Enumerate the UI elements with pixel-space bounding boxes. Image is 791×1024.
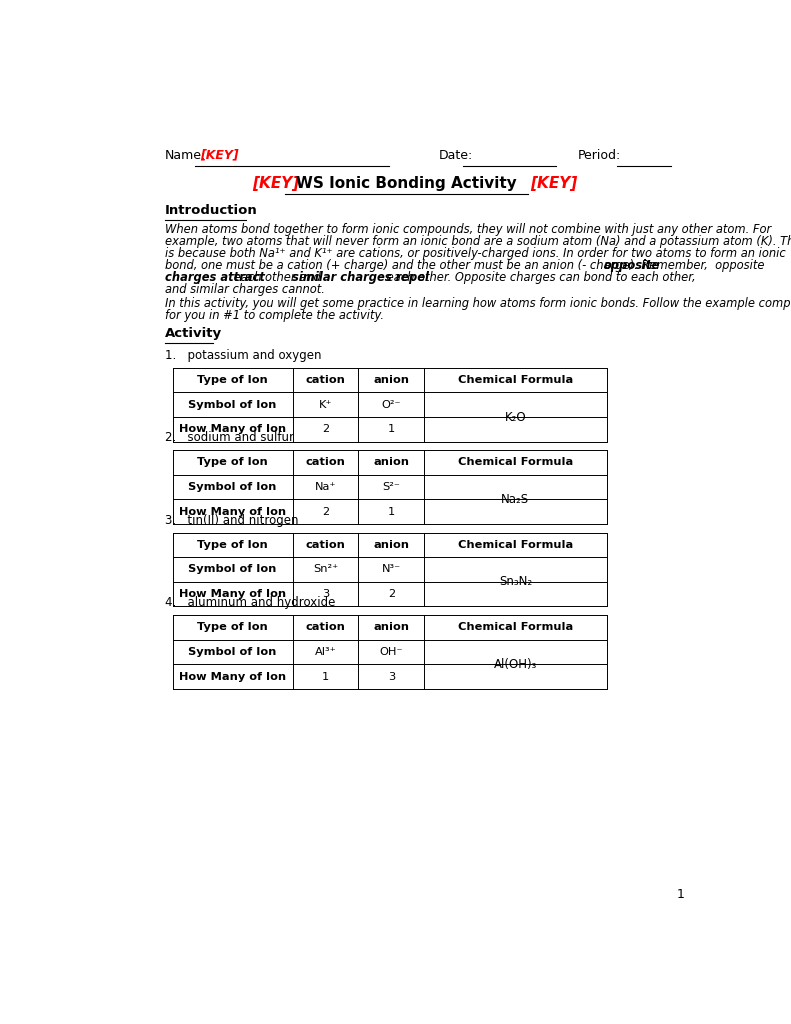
Text: [KEY]: [KEY] <box>530 176 577 191</box>
Text: anion: anion <box>373 458 410 467</box>
Text: 4.   aluminum and hydroxide: 4. aluminum and hydroxide <box>165 596 335 609</box>
Text: 3: 3 <box>322 589 329 599</box>
Text: each other and: each other and <box>230 270 324 284</box>
Text: How Many of Ion: How Many of Ion <box>179 589 286 599</box>
Text: Na₂S: Na₂S <box>501 493 529 506</box>
Text: Symbol of Ion: Symbol of Ion <box>188 564 277 574</box>
Text: 2.   sodium and sulfur: 2. sodium and sulfur <box>165 431 293 444</box>
Text: Symbol of Ion: Symbol of Ion <box>188 482 277 493</box>
Text: 2: 2 <box>322 424 329 434</box>
Text: 3: 3 <box>388 672 395 682</box>
Text: In this activity, you will get some practice in learning how atoms form ionic bo: In this activity, you will get some prac… <box>165 297 791 309</box>
Text: Sn₃N₂: Sn₃N₂ <box>499 575 532 589</box>
Text: Name:: Name: <box>165 148 206 162</box>
Text: O²⁻: O²⁻ <box>382 399 401 410</box>
Text: WS Ionic Bonding Activity: WS Ionic Bonding Activity <box>296 176 517 191</box>
Text: anion: anion <box>373 375 410 385</box>
Text: N³⁻: N³⁻ <box>382 564 401 574</box>
Text: [KEY]: [KEY] <box>200 148 239 162</box>
Text: opposite: opposite <box>604 259 660 271</box>
Text: anion: anion <box>373 623 410 632</box>
Text: Period:: Period: <box>577 148 621 162</box>
Text: OH⁻: OH⁻ <box>380 647 403 656</box>
Text: Symbol of Ion: Symbol of Ion <box>188 647 277 656</box>
Text: charges attract: charges attract <box>165 270 265 284</box>
Text: Chemical Formula: Chemical Formula <box>458 458 573 467</box>
Text: S²⁻: S²⁻ <box>383 482 400 493</box>
Text: Na⁺: Na⁺ <box>315 482 336 493</box>
Text: K⁺: K⁺ <box>319 399 332 410</box>
Text: Al(OH)₃: Al(OH)₃ <box>494 657 537 671</box>
Text: anion: anion <box>373 540 410 550</box>
Text: cation: cation <box>305 623 346 632</box>
Text: 1: 1 <box>676 888 684 901</box>
Text: Chemical Formula: Chemical Formula <box>458 540 573 550</box>
Text: example, two atoms that will never form an ionic bond are a sodium atom (Na) and: example, two atoms that will never form … <box>165 234 791 248</box>
Text: 1: 1 <box>388 424 395 434</box>
Text: and similar charges cannot.: and similar charges cannot. <box>165 283 324 296</box>
Text: Date:: Date: <box>438 148 472 162</box>
Text: for you in #1 to complete the activity.: for you in #1 to complete the activity. <box>165 308 384 322</box>
Text: 2: 2 <box>322 507 329 517</box>
Text: Activity: Activity <box>165 328 221 340</box>
Text: each other. Opposite charges can bond to each other,: each other. Opposite charges can bond to… <box>383 270 695 284</box>
Text: Type of Ion: Type of Ion <box>197 375 268 385</box>
Text: similar charges repel: similar charges repel <box>292 270 429 284</box>
Text: [KEY]: [KEY] <box>252 176 299 191</box>
Text: Type of Ion: Type of Ion <box>197 458 268 467</box>
Text: cation: cation <box>305 540 346 550</box>
Text: 1: 1 <box>388 507 395 517</box>
Text: cation: cation <box>305 375 346 385</box>
Text: Introduction: Introduction <box>165 204 258 217</box>
Text: Chemical Formula: Chemical Formula <box>458 375 573 385</box>
Text: How Many of Ion: How Many of Ion <box>179 424 286 434</box>
Text: K₂O: K₂O <box>505 411 526 424</box>
Text: cation: cation <box>305 458 346 467</box>
Text: is because both Na¹⁺ and K¹⁺ are cations, or positively-charged ions. In order f: is because both Na¹⁺ and K¹⁺ are cations… <box>165 247 785 260</box>
Text: 3.   tin(II) and nitrogen: 3. tin(II) and nitrogen <box>165 514 298 526</box>
Text: When atoms bond together to form ionic compounds, they will not combine with jus: When atoms bond together to form ionic c… <box>165 222 771 236</box>
Text: How Many of Ion: How Many of Ion <box>179 672 286 682</box>
Text: Type of Ion: Type of Ion <box>197 540 268 550</box>
Text: Type of Ion: Type of Ion <box>197 623 268 632</box>
Text: 1: 1 <box>322 672 329 682</box>
Text: How Many of Ion: How Many of Ion <box>179 507 286 517</box>
Text: 1.   potassium and oxygen: 1. potassium and oxygen <box>165 349 321 361</box>
Text: Symbol of Ion: Symbol of Ion <box>188 399 277 410</box>
Text: Al³⁺: Al³⁺ <box>315 647 336 656</box>
Text: 2: 2 <box>388 589 395 599</box>
Text: Sn²⁺: Sn²⁺ <box>313 564 339 574</box>
Text: bond, one must be a cation (+ charge) and the other must be an anion (- charge).: bond, one must be a cation (+ charge) an… <box>165 259 764 271</box>
Text: Chemical Formula: Chemical Formula <box>458 623 573 632</box>
